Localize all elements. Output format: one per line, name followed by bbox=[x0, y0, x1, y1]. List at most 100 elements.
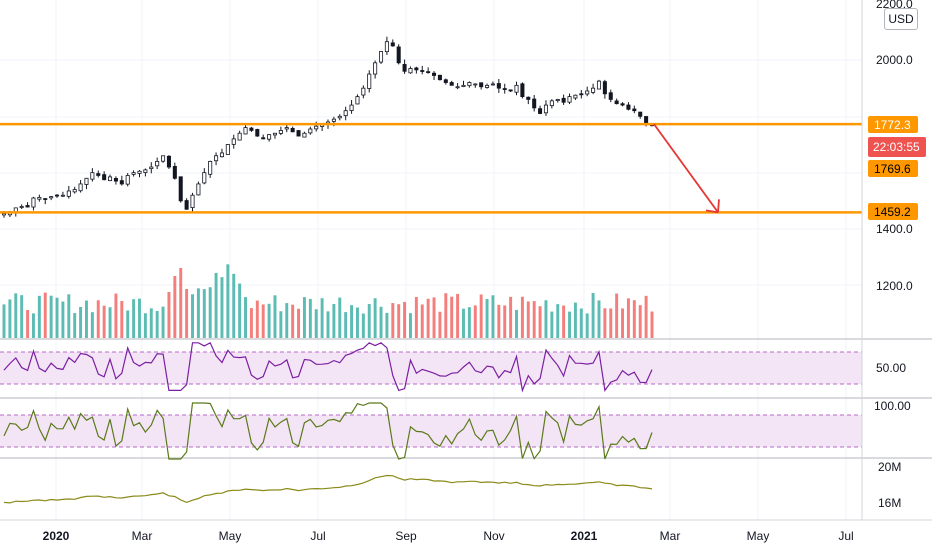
volume-bar-32 bbox=[191, 294, 194, 338]
volume-bar-83 bbox=[491, 295, 495, 338]
candle-body-74 bbox=[437, 74, 442, 81]
candle-body-70 bbox=[414, 67, 419, 71]
candle-body-76 bbox=[449, 82, 454, 86]
candle-body-35 bbox=[208, 160, 213, 175]
time-label-6: 2021 bbox=[571, 529, 598, 543]
volume-bar-81 bbox=[479, 294, 483, 338]
pane-separators bbox=[0, 338, 932, 459]
candle-body-73 bbox=[432, 72, 437, 76]
volume-bar-95 bbox=[562, 305, 566, 338]
last-price-badge: 1769.6 bbox=[868, 160, 918, 177]
osc-band bbox=[0, 415, 862, 447]
candle-body-28 bbox=[166, 155, 171, 168]
volume-bar-0 bbox=[2, 304, 6, 338]
volume-bar-99 bbox=[585, 313, 589, 338]
time-label-7: Mar bbox=[660, 529, 681, 543]
currency-selector[interactable]: USD bbox=[884, 8, 918, 30]
osc-line bbox=[3, 402, 653, 460]
svg-text:22:03:55: 22:03:55 bbox=[873, 140, 920, 154]
candle-body-4 bbox=[25, 205, 30, 208]
candle-body-42 bbox=[249, 127, 254, 131]
candle-body-65 bbox=[384, 41, 389, 53]
volume-bar-37 bbox=[220, 277, 224, 338]
indicator-bands bbox=[0, 351, 862, 448]
time-label-2: May bbox=[219, 529, 242, 543]
candle-body-96 bbox=[567, 96, 572, 103]
candle-body-43 bbox=[255, 129, 260, 137]
candle-body-29 bbox=[172, 166, 177, 179]
candle-body-109 bbox=[644, 116, 649, 124]
candlesticks[interactable] bbox=[1, 36, 655, 218]
volume-bar-22 bbox=[132, 299, 136, 338]
candle-body-67 bbox=[396, 46, 401, 64]
volume-bar-76 bbox=[450, 296, 454, 338]
horizontal-levels[interactable] bbox=[0, 122, 862, 214]
candle-body-22 bbox=[131, 172, 136, 175]
candle-body-39 bbox=[231, 138, 236, 145]
candle-body-83 bbox=[490, 83, 495, 86]
volume-bar-84 bbox=[497, 304, 501, 338]
candle-body-103 bbox=[608, 92, 613, 100]
volume-bar-2 bbox=[14, 293, 18, 338]
volume-bar-9 bbox=[55, 297, 59, 338]
moving-average-indicator bbox=[3, 474, 653, 504]
volume-bar-6 bbox=[37, 295, 41, 338]
volume-bar-41 bbox=[244, 297, 247, 338]
resistance-price-badge: 1772.3 bbox=[868, 116, 918, 133]
time-axis[interactable]: 2020 Mar May Jul Sep Nov 2021 Mar May Jul bbox=[43, 529, 854, 543]
volume-bar-60 bbox=[355, 307, 359, 338]
arrow-head-right bbox=[717, 199, 720, 213]
candle-body-61 bbox=[361, 87, 366, 96]
volume-bar-53 bbox=[314, 309, 318, 338]
volume-bar-62 bbox=[367, 304, 371, 338]
rsi-axis-label: 50.00 bbox=[876, 361, 906, 375]
candle-body-68 bbox=[402, 64, 407, 72]
candle-body-10 bbox=[60, 194, 65, 197]
volume-bar-109 bbox=[644, 295, 648, 338]
volume-bar-36 bbox=[214, 272, 218, 338]
volume-bar-49 bbox=[291, 304, 295, 338]
candle-body-63 bbox=[373, 62, 378, 75]
price-label-1200: 1200.0 bbox=[876, 279, 913, 293]
candle-body-37 bbox=[219, 152, 224, 158]
candle-body-11 bbox=[66, 190, 71, 197]
candle-body-60 bbox=[355, 96, 360, 105]
candle-body-31 bbox=[184, 200, 189, 210]
ma-axis-label-20m: 20M bbox=[878, 460, 901, 474]
candle-body-86 bbox=[508, 89, 513, 92]
volume-bar-18 bbox=[108, 307, 112, 338]
candle-body-89 bbox=[526, 96, 531, 100]
candle-body-13 bbox=[78, 183, 83, 192]
candle-body-105 bbox=[620, 103, 625, 106]
volume-bar-10 bbox=[61, 301, 65, 338]
svg-text:1769.6: 1769.6 bbox=[874, 162, 911, 176]
volume-bar-13 bbox=[79, 306, 83, 338]
candle-body-101 bbox=[596, 80, 602, 90]
projection-arrow[interactable] bbox=[653, 123, 720, 214]
candle-body-50 bbox=[296, 130, 301, 137]
volume-bar-89 bbox=[526, 301, 530, 338]
candle-body-24 bbox=[143, 169, 148, 173]
candle-body-82 bbox=[485, 84, 490, 88]
candle-body-108 bbox=[638, 111, 643, 117]
volume-bar-100 bbox=[591, 292, 595, 338]
time-label-3: Jul bbox=[310, 529, 325, 543]
volume-bar-63 bbox=[373, 298, 377, 338]
volume-bar-78 bbox=[462, 308, 465, 338]
candle-body-90 bbox=[532, 98, 537, 109]
volume-bar-67 bbox=[397, 304, 401, 338]
volume-bar-4 bbox=[26, 309, 30, 338]
volume-bar-59 bbox=[350, 305, 354, 338]
price-label-2200: 2200.0 bbox=[876, 0, 913, 11]
candle-body-75 bbox=[443, 79, 448, 83]
volume-bar-38 bbox=[226, 264, 230, 338]
volume-bar-85 bbox=[503, 305, 507, 338]
volume-bar-110 bbox=[650, 311, 654, 338]
candle-body-95 bbox=[561, 97, 566, 103]
candle-body-20 bbox=[119, 180, 124, 185]
candle-body-19 bbox=[113, 178, 118, 182]
volume-bars bbox=[2, 264, 654, 338]
volume-bar-45 bbox=[267, 303, 271, 338]
volume-bar-74 bbox=[438, 311, 442, 338]
